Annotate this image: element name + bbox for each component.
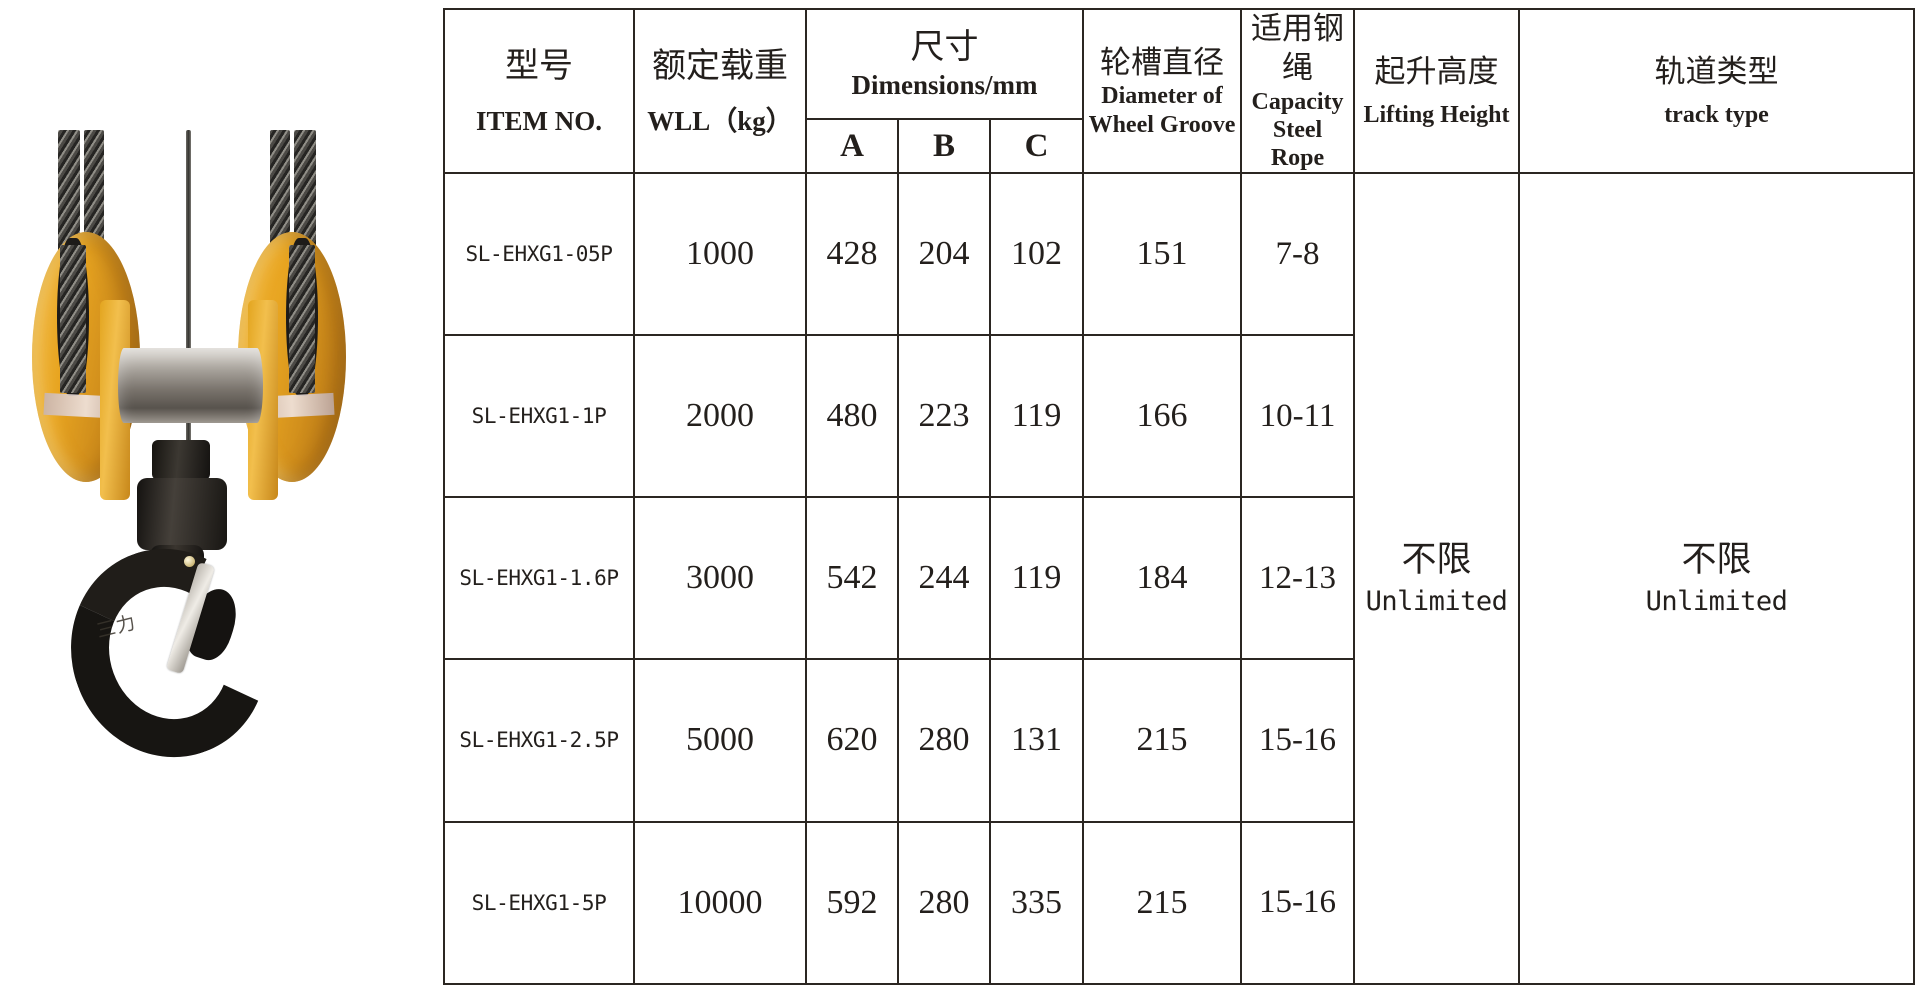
header-track-type-cn: 轨道类型 [1654, 54, 1779, 91]
cell-dim-c: 119 [988, 334, 1085, 499]
hook-collar [137, 478, 227, 550]
cell-lifting-height-merged: 不限 Unlimited [1353, 172, 1521, 985]
cell-dim-c: 131 [988, 658, 1085, 823]
header-track-type-en: track type [1664, 101, 1769, 128]
header-steel-rope-en-1: Capacity Steel [1251, 88, 1344, 143]
wire-rope-left-seated [60, 245, 86, 393]
header-row-sub: A B C [444, 117, 1914, 175]
header-dimensions-en: Dimensions/mm [851, 70, 1038, 101]
cell-wheel-groove: 151 [1082, 172, 1243, 337]
product-photo: 三力 [0, 0, 430, 967]
cell-wll: 1000 [633, 172, 807, 337]
cell-wll: 10000 [633, 820, 807, 985]
cell-dim-a: 480 [805, 334, 899, 499]
cell-dim-b: 280 [897, 658, 991, 823]
wire-rope-right-seated [289, 245, 315, 393]
cell-steel-rope: 12-13 [1240, 496, 1356, 661]
cell-item-no: SL-EHXG1-2.5P [443, 658, 635, 823]
cell-dim-a: 620 [805, 658, 899, 823]
header-dim-c-label: C [1024, 127, 1049, 164]
cell-dim-a: 542 [805, 496, 899, 661]
header-wheel-groove: 轮槽直径 Diameter of Wheel Groove [1082, 7, 1243, 175]
cell-dim-a: 592 [805, 820, 899, 985]
cell-steel-rope: 15-16 [1240, 658, 1356, 823]
cell-dim-c: 102 [988, 172, 1085, 337]
cell-steel-rope: 10-11 [1240, 334, 1356, 499]
header-dim-b: B [897, 117, 991, 175]
pulley-hook-illustration: 三力 [0, 0, 430, 967]
header-item-no-cn: 型号 [505, 46, 573, 87]
header-lifting-height: 起升高度 Lifting Height [1353, 7, 1521, 175]
safety-latch-pin [184, 556, 195, 567]
cell-item-no: SL-EHXG1-1P [443, 334, 635, 499]
spacer [1522, 92, 1911, 101]
header-wll: 额定载重 WLL（kg） [633, 7, 807, 175]
header-steel-rope-cn: 适用钢绳 [1251, 11, 1345, 86]
header-steel-rope-en-2: Rope [1270, 145, 1325, 172]
cell-dim-a: 428 [805, 172, 899, 337]
cell-dim-b: 280 [897, 820, 991, 985]
header-item-no: 型号 ITEM NO. [443, 7, 635, 175]
cell-steel-rope: 15-16 [1240, 820, 1356, 985]
cell-lifting-height-en: Unlimited [1365, 585, 1508, 617]
table-row: SL-EHXG1-05P 1000 428 204 102 151 7-8 不限… [443, 172, 1916, 985]
cell-track-type-merged: 不限 Unlimited [1518, 172, 1916, 985]
header-lifting-height-en: Lifting Height [1363, 101, 1510, 128]
wire-rope-center [186, 130, 191, 460]
table-row: SL-EHXG1-1.6P 3000 542 244 119 184 12-13 [443, 496, 1914, 661]
cell-wheel-groove: 184 [1082, 496, 1243, 661]
header-item-no-en: ITEM NO. [475, 105, 602, 136]
header-wheel-groove-cn: 轮槽直径 [1100, 44, 1225, 81]
cell-wll: 3000 [633, 496, 807, 661]
header-dim-a: A [805, 117, 899, 175]
axle-pin [118, 348, 263, 423]
cell-wheel-groove: 215 [1082, 658, 1243, 823]
header-steel-rope: 适用钢绳 Capacity Steel Rope [1240, 7, 1356, 175]
table-row: SL-EHXG1-1P 2000 480 223 119 166 10-11 [443, 334, 1914, 499]
spacer [637, 89, 803, 105]
header-wheel-groove-en-1: Diameter of [1101, 83, 1223, 110]
table-row: SL-EHXG1-5P 10000 592 280 335 215 15-16 [443, 820, 1914, 985]
header-lifting-height-cn: 起升高度 [1374, 54, 1499, 91]
cell-wheel-groove: 215 [1082, 820, 1243, 985]
header-dim-b-label: B [932, 127, 955, 164]
header-dim-a-label: A [840, 127, 864, 164]
specification-table: 型号 ITEM NO. 额定载重 WLL（kg） 尺寸 Dimensions/m… [443, 7, 1916, 985]
header-wll-cn: 额定载重 [652, 46, 788, 87]
spacer [1357, 92, 1516, 101]
cell-dim-b: 223 [897, 334, 991, 499]
cell-item-no: SL-EHXG1-05P [443, 172, 635, 337]
cell-item-no: SL-EHXG1-1.6P [443, 496, 635, 661]
header-dim-c: C [988, 117, 1085, 175]
cell-lifting-height-cn: 不限 [1401, 539, 1472, 580]
header-track-type: 轨道类型 track type [1518, 7, 1916, 175]
cell-track-type-en: Unlimited [1645, 585, 1788, 617]
cell-wheel-groove: 166 [1082, 334, 1243, 499]
table-header: 型号 ITEM NO. 额定载重 WLL（kg） 尺寸 Dimensions/m… [443, 7, 1916, 175]
cell-dim-b: 204 [897, 172, 991, 337]
hook-nut [152, 440, 210, 480]
hook-body [41, 521, 297, 785]
header-dimensions-cn: 尺寸 [910, 26, 979, 67]
table-body: SL-EHXG1-05P 1000 428 204 102 151 7-8 不限… [443, 172, 1916, 985]
table-row: SL-EHXG1-2.5P 5000 620 280 131 215 15-16 [443, 658, 1914, 823]
header-row-top: 型号 ITEM NO. 额定载重 WLL（kg） 尺寸 Dimensions/m… [443, 7, 1916, 175]
cell-dim-c: 119 [988, 496, 1085, 661]
cell-wll: 2000 [633, 334, 807, 499]
cell-wll: 5000 [633, 658, 807, 823]
cell-dim-b: 244 [897, 496, 991, 661]
cell-item-no: SL-EHXG1-5P [443, 820, 635, 985]
cell-steel-rope: 7-8 [1240, 172, 1356, 337]
spec-table-container: 型号 ITEM NO. 额定载重 WLL（kg） 尺寸 Dimensions/m… [443, 7, 1916, 985]
header-wheel-groove-en-2: Wheel Groove [1088, 111, 1236, 138]
header-wll-en: WLL（kg） [647, 105, 793, 136]
cell-track-type-cn: 不限 [1681, 539, 1752, 580]
header-dimensions: 尺寸 Dimensions/mm [804, 8, 1085, 120]
cell-dim-c: 335 [988, 820, 1085, 985]
spacer [447, 89, 631, 105]
